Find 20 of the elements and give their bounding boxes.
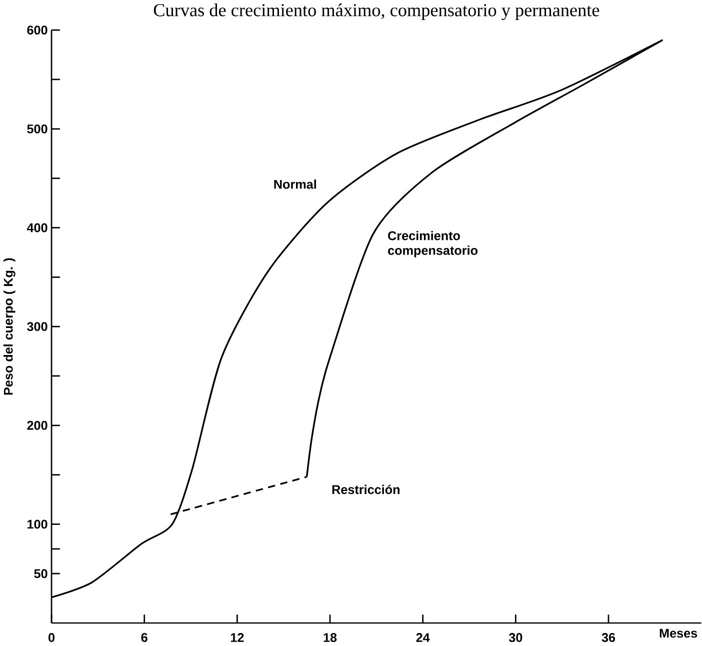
x-tick-label: 6 (141, 633, 148, 642)
y-tick-label: 200 (27, 421, 48, 430)
y-tick-label: 300 (27, 322, 48, 332)
x-tick-label: 36 (602, 633, 616, 642)
y-axis-title: Peso del cuerpo ( Kg. ) (4, 258, 16, 395)
y-tick-label: 600 (27, 26, 48, 35)
text: Restricción (332, 484, 400, 494)
x-tick-label: 30 (508, 633, 522, 642)
series-label: Normal (274, 180, 316, 190)
x-tick-label: 0 (48, 633, 55, 642)
y-tick-label: 100 (28, 520, 48, 529)
chart-title: Curvas de crecimiento máximo, compensatorio y permanente (154, 4, 600, 20)
y-tick-label: 500 (27, 124, 48, 134)
x-tick-label: 24 (416, 633, 430, 642)
x-axis-title: Meses (660, 629, 698, 638)
x-tick-label: 18 (324, 633, 337, 642)
series-label: Crecimiento compensatorio (388, 231, 478, 258)
y-tick-label: 50 (34, 569, 48, 578)
y-tick-label: 400 (26, 224, 48, 232)
x-tick-label: 12 (230, 633, 244, 642)
